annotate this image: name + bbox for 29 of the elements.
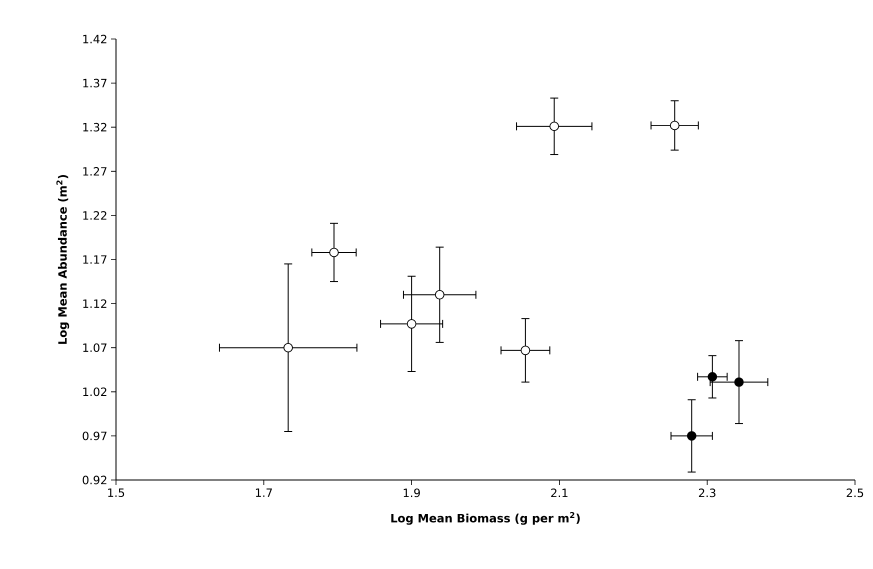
x-tick-label: 2.5	[846, 488, 864, 498]
x-tick-label: 1.7	[256, 488, 272, 497]
y-tick-label: 1.42	[83, 34, 106, 44]
y-tick-label: 1.02	[83, 387, 106, 396]
y-tick-label: 1.17	[83, 255, 106, 264]
x-tick-label: 1.9	[404, 488, 420, 498]
x-tick-label: 2.3	[698, 488, 716, 498]
y-tick-label: 0.92	[82, 476, 106, 484]
y-tick-label: 1.12	[83, 299, 106, 308]
point	[329, 248, 339, 258]
y-tick-label: 1.32	[83, 122, 106, 132]
x-tick-label: 1.5	[108, 488, 124, 498]
point	[406, 319, 416, 329]
point	[434, 290, 444, 300]
x-tick-label: 2.1	[551, 488, 568, 498]
y-axis-title: Log Mean Abundance (m$^{2}$)	[56, 175, 70, 344]
y-tick-label: 1.27	[83, 167, 106, 176]
y-tick-label: 1.22	[83, 211, 106, 220]
point	[686, 431, 696, 441]
point	[670, 120, 680, 130]
point	[549, 122, 559, 132]
point	[708, 372, 718, 382]
point	[734, 377, 744, 387]
point	[283, 342, 293, 352]
point	[520, 346, 530, 356]
y-tick-label: 0.97	[82, 432, 106, 440]
x-axis-title: Log Mean Biomass (g per m$^{2}$)	[391, 512, 580, 525]
y-tick-label: 1.07	[83, 343, 106, 352]
y-tick-label: 1.37	[83, 78, 106, 88]
